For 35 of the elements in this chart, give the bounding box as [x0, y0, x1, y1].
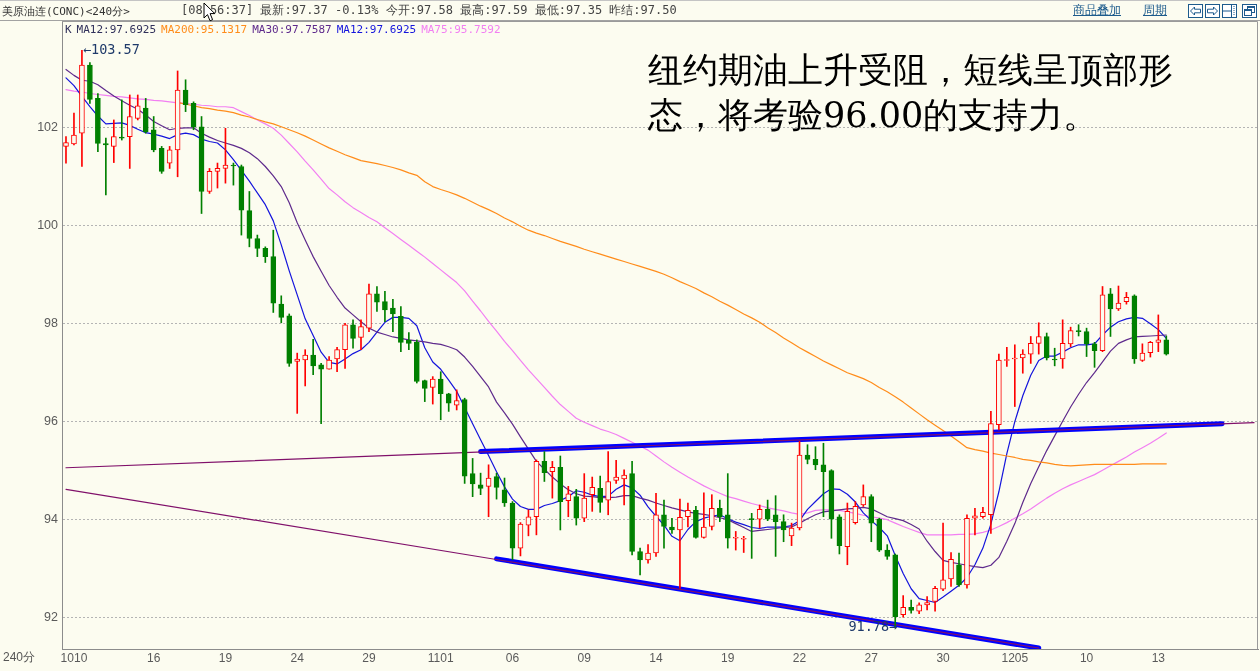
y-tick-label: 98: [44, 315, 59, 330]
text: MA75:95.7592: [421, 23, 501, 37]
annotation: MA12:97.6925: [76, 23, 157, 37]
y-tick-label: 100: [37, 217, 59, 232]
chart-title: 美原油连(CONC)<240分>: [2, 4, 130, 19]
x-tick-label: 27: [864, 650, 879, 665]
text: 商品叠加: [1073, 3, 1121, 18]
x-tick-label: 13: [1151, 650, 1166, 665]
x-tick-label: 16: [147, 650, 161, 665]
text: MA30:97.7587: [252, 23, 332, 37]
y-tick-label: 96: [44, 413, 59, 428]
y-tick-label: 102: [37, 119, 59, 134]
x-tick-label: 19: [218, 650, 233, 665]
y-tick-label: 94: [44, 511, 59, 526]
annotation: K: [65, 23, 72, 37]
x-tick-label: 10: [1079, 650, 1094, 665]
x-tick-label: 1205: [1001, 650, 1029, 665]
x-tick-label: 19: [721, 650, 735, 665]
annotation: 91.78→: [848, 618, 898, 635]
x-tick-label: 24: [290, 650, 305, 665]
x-tick-label: 14: [649, 650, 664, 665]
x-tick-label: 29: [362, 650, 376, 665]
x-tick-label: 09: [577, 650, 592, 665]
annotation: 纽约期油上升受阻，短线呈顶部形态，将考验96.00的支持力。: [647, 50, 1173, 136]
text: MA200:95.1317: [161, 23, 248, 37]
text: MA12:97.6925: [336, 23, 417, 37]
text: 周期: [1143, 3, 1167, 18]
y-tick-label: 92: [44, 609, 59, 624]
x-tick-label: 06: [505, 650, 520, 665]
x-tick-label: 1010: [60, 650, 88, 665]
x-tick-label: 1101: [427, 650, 454, 665]
x-tick-label: 22: [792, 650, 807, 665]
x-tick-label: 30: [936, 650, 951, 665]
annotation: ←103.57: [82, 40, 140, 57]
text: 240分: [3, 650, 36, 665]
